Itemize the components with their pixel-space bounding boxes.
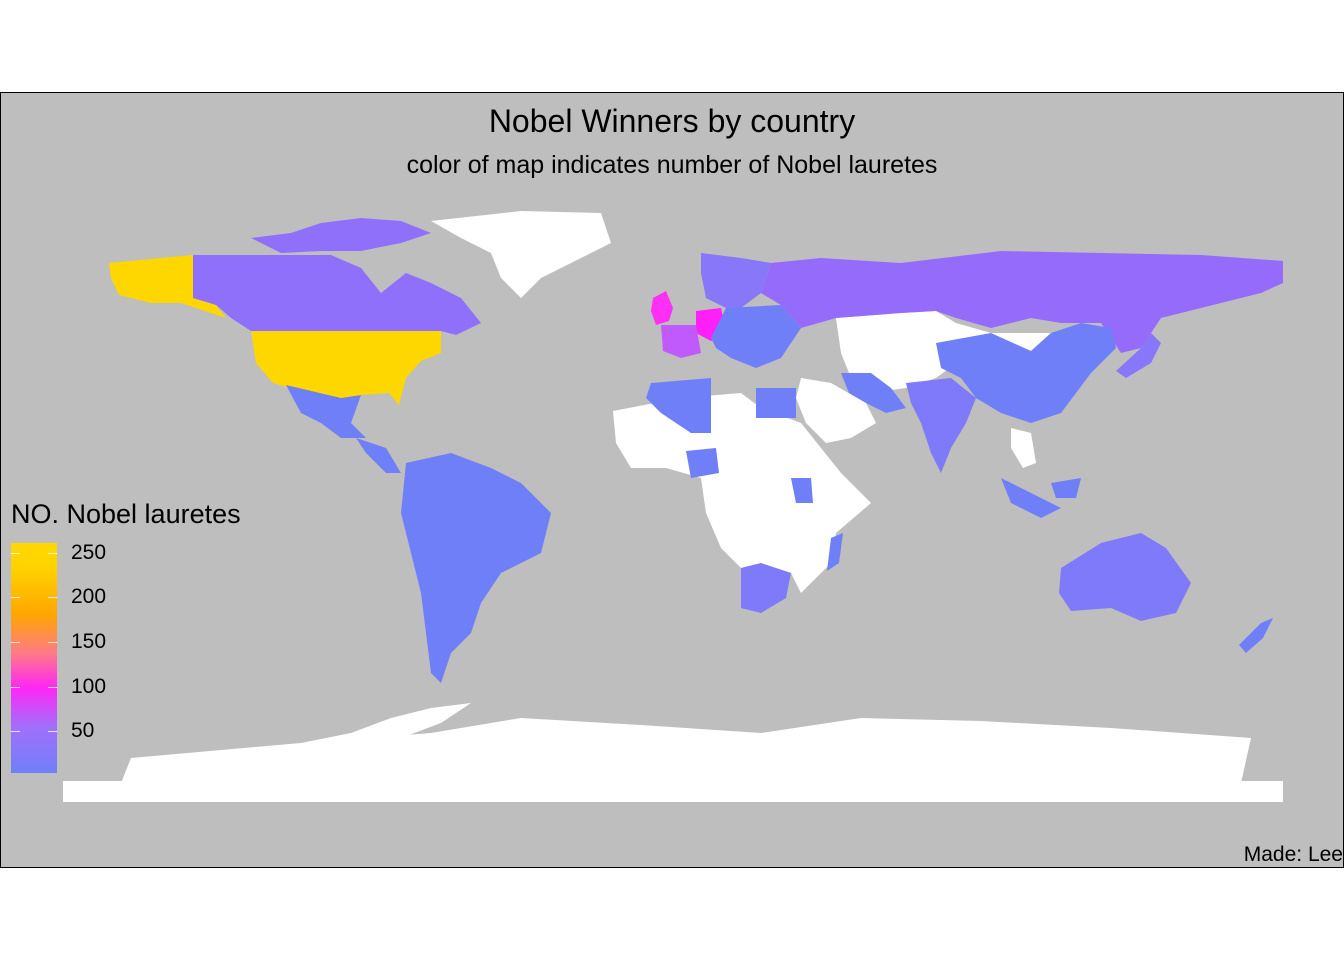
region-canada — [193, 255, 481, 335]
region-india — [906, 378, 976, 473]
legend-tick-label: 200 — [71, 585, 107, 608]
region-china — [936, 323, 1116, 423]
region-africa-nodata — [613, 393, 871, 593]
legend-tick-label: 150 — [71, 630, 107, 653]
region-australia — [1059, 533, 1191, 621]
region-uk — [651, 291, 673, 325]
legend-tick-label: 50 — [71, 719, 95, 742]
region-alaska — [109, 255, 226, 318]
region-arabia-nodata — [796, 378, 876, 443]
region-antarctic-peninsula — [301, 703, 471, 743]
legend-tick — [48, 687, 57, 688]
region-middle-east — [841, 373, 906, 413]
legend-tick — [48, 553, 57, 554]
legend-tick — [11, 731, 20, 732]
legend-tick — [11, 553, 20, 554]
region-nigeria — [686, 448, 719, 478]
legend-tick — [48, 731, 57, 732]
legend-colorbar — [11, 543, 57, 773]
no-data-regions — [63, 211, 1283, 802]
country-regions — [109, 218, 1283, 683]
caption: Made: Lee — [1243, 843, 1343, 866]
region-madagascar — [827, 533, 843, 571]
region-egypt — [756, 388, 796, 418]
region-south-africa — [741, 563, 791, 613]
legend-tick — [11, 687, 20, 688]
map-subtitle: color of map indicates number of Nobel l… — [406, 151, 938, 179]
map-panel: Nobel Winners by country color of map in… — [0, 92, 1344, 868]
region-europe-east — [701, 253, 771, 308]
region-se-asia — [1001, 478, 1081, 518]
region-mexico — [286, 385, 366, 438]
legend-tick — [48, 642, 57, 643]
region-algeria — [646, 378, 711, 433]
region-greenland — [431, 211, 611, 298]
world-map — [63, 211, 1283, 802]
legend-title: NO. Nobel lauretes — [11, 499, 241, 529]
legend-tick — [11, 642, 20, 643]
region-central-america — [356, 438, 401, 473]
region-south-america — [401, 453, 551, 683]
region-canada-arctic — [251, 218, 431, 253]
region-thailand-nodata — [1011, 428, 1036, 468]
map-title: Nobel Winners by country — [488, 103, 856, 139]
region-usa — [251, 331, 441, 408]
region-france — [661, 325, 701, 358]
region-japan — [1116, 333, 1161, 378]
region-kenya — [791, 478, 813, 503]
legend-tick-label: 250 — [71, 541, 107, 564]
legend-tick — [48, 597, 57, 598]
region-new-zealand — [1239, 618, 1273, 653]
region-antarctica — [63, 718, 1283, 802]
legend-tick-label: 100 — [71, 675, 107, 698]
legend-tick — [11, 597, 20, 598]
region-europe-central — [711, 305, 801, 368]
region-russia — [761, 251, 1283, 353]
